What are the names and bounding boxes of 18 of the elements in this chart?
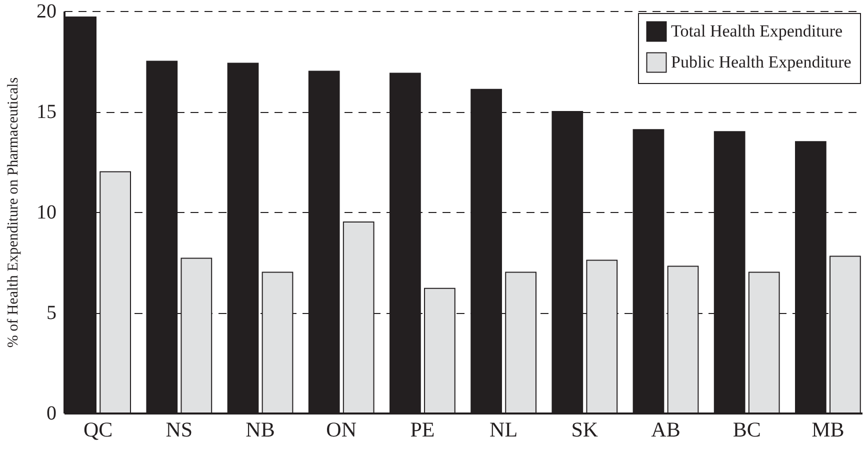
legend-label: Total Health Expenditure (671, 22, 843, 40)
y-tick-label: 15 (36, 101, 56, 123)
x-tick-label: ON (326, 418, 357, 442)
x-tick-label: NB (246, 418, 275, 442)
x-tick-label: BC (732, 418, 761, 442)
x-tick-label: SK (571, 418, 598, 442)
x-tick-label: QC (83, 418, 113, 442)
y-axis-title: % of Health Expenditure on Pharmaceuticals (6, 77, 22, 348)
x-tick-label: NS (166, 418, 193, 442)
x-tick-label: PE (410, 418, 435, 442)
y-tick-label: 20 (36, 0, 56, 22)
x-tick-label: NL (490, 418, 518, 442)
y-tick-label: 5 (46, 302, 56, 324)
x-tick-label: MB (812, 418, 844, 442)
legend-label: Public Health Expenditure (671, 52, 852, 72)
x-tick-label: AB (651, 418, 680, 442)
y-tick-label: 10 (36, 202, 56, 224)
y-tick-label: 0 (46, 402, 56, 424)
